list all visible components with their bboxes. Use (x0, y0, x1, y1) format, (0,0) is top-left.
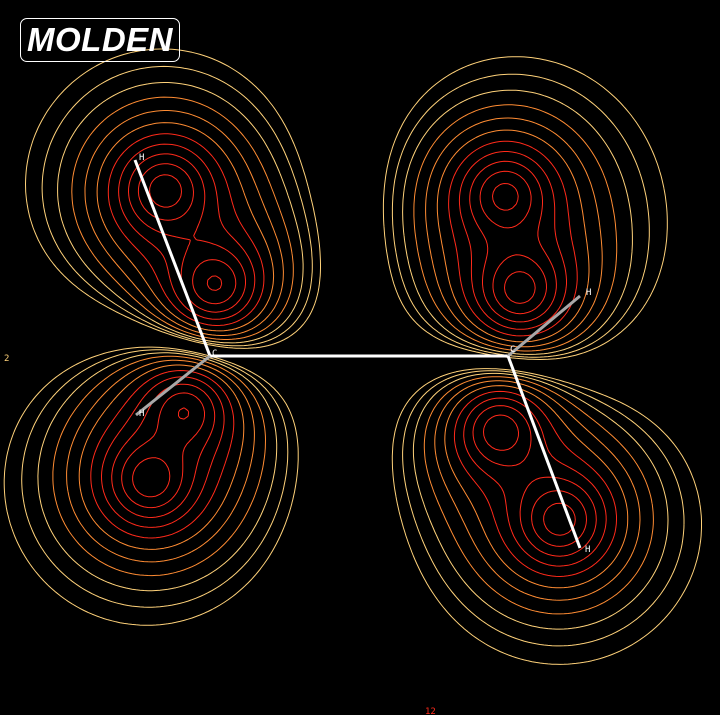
bond-c2-h4 (506, 355, 582, 549)
atom-labels: C C H H H H 2 12 (4, 153, 591, 715)
atom-label-h1: H (139, 153, 144, 163)
contour-line (90, 140, 578, 539)
contour-line (21, 73, 650, 608)
contour-line (118, 143, 607, 567)
contour-line (52, 104, 618, 577)
edge-label-left: 2 (4, 354, 9, 364)
contour-line (57, 82, 669, 630)
contour-line (121, 170, 547, 509)
contour-line (107, 133, 617, 577)
contour-line (41, 65, 685, 647)
edge-label-bottom: 12 (425, 707, 436, 715)
bond-c1-h2 (135, 354, 211, 417)
atom-label-h4: H (585, 545, 590, 555)
molden-logo: MOLDEN (20, 18, 180, 62)
atom-label-h3: H (586, 288, 591, 298)
bond-c1-h1 (133, 159, 212, 357)
contour-line (78, 129, 590, 550)
contour-line (25, 48, 702, 665)
bonds (133, 159, 582, 549)
contour-line (71, 96, 654, 615)
contour-line (37, 89, 633, 592)
contour-line (84, 110, 641, 601)
atom-label-c1: C (212, 349, 217, 359)
atom-label-c2: C (510, 345, 515, 355)
contour-line (111, 160, 557, 518)
contour-line (137, 163, 587, 547)
contour-line (96, 122, 629, 589)
contour-line (149, 174, 576, 536)
atom-label-h2: H (139, 409, 144, 419)
contour-line (66, 117, 603, 563)
contour-lines (3, 48, 702, 665)
contour-line (3, 56, 668, 626)
contour-line (132, 183, 536, 498)
bond-c2-h3 (507, 294, 581, 358)
contour-line (101, 151, 567, 528)
